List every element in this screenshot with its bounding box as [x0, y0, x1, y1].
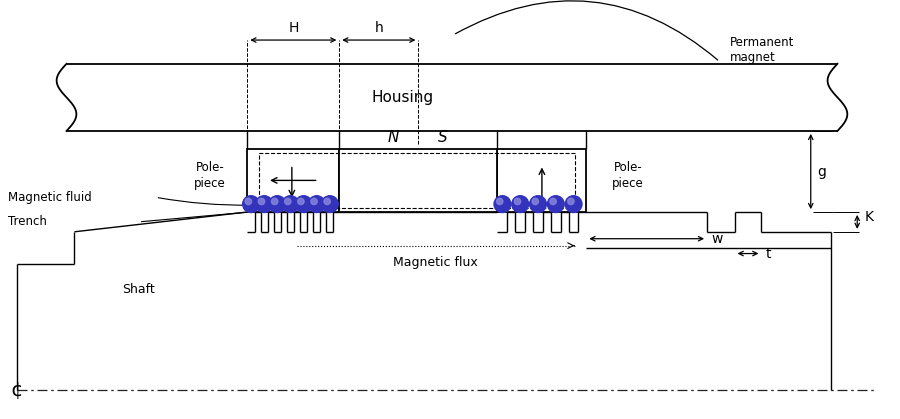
- Bar: [339, 149, 498, 212]
- Text: w: w: [711, 232, 723, 246]
- Text: Housing: Housing: [372, 90, 434, 105]
- Circle shape: [272, 198, 278, 204]
- Circle shape: [324, 198, 330, 204]
- Text: ¢: ¢: [10, 381, 22, 401]
- Circle shape: [258, 198, 265, 204]
- Circle shape: [512, 196, 528, 212]
- Circle shape: [256, 196, 273, 212]
- Text: Pole-
piece: Pole- piece: [194, 161, 226, 190]
- Text: Permanent
magnet: Permanent magnet: [730, 36, 794, 64]
- Circle shape: [494, 196, 511, 212]
- Circle shape: [243, 196, 259, 212]
- Circle shape: [547, 196, 564, 212]
- Circle shape: [310, 198, 317, 204]
- Circle shape: [245, 198, 252, 204]
- Text: H: H: [288, 21, 299, 35]
- Text: h: h: [374, 21, 383, 35]
- Bar: [248, 149, 339, 212]
- Circle shape: [497, 198, 503, 204]
- Circle shape: [295, 196, 312, 212]
- Circle shape: [321, 196, 338, 212]
- Text: Magnetic fluid: Magnetic fluid: [8, 191, 92, 204]
- Circle shape: [298, 198, 304, 204]
- Circle shape: [514, 198, 521, 204]
- Circle shape: [532, 198, 538, 204]
- Text: g: g: [818, 165, 826, 178]
- Circle shape: [284, 198, 291, 204]
- Text: t: t: [765, 246, 770, 261]
- Text: N: N: [388, 130, 400, 145]
- Text: Shaft: Shaft: [122, 283, 155, 296]
- Circle shape: [550, 198, 556, 204]
- Text: Magnetic flux: Magnetic flux: [393, 256, 478, 269]
- Circle shape: [568, 198, 574, 204]
- Circle shape: [282, 196, 299, 212]
- Text: Pole-
piece: Pole- piece: [612, 161, 643, 190]
- Circle shape: [565, 196, 582, 212]
- Circle shape: [269, 196, 285, 212]
- Text: K: K: [864, 210, 873, 224]
- Bar: [498, 149, 587, 212]
- Text: S: S: [438, 130, 448, 145]
- Circle shape: [529, 196, 546, 212]
- Circle shape: [309, 196, 325, 212]
- Text: Trench: Trench: [8, 215, 47, 228]
- Bar: [259, 153, 574, 208]
